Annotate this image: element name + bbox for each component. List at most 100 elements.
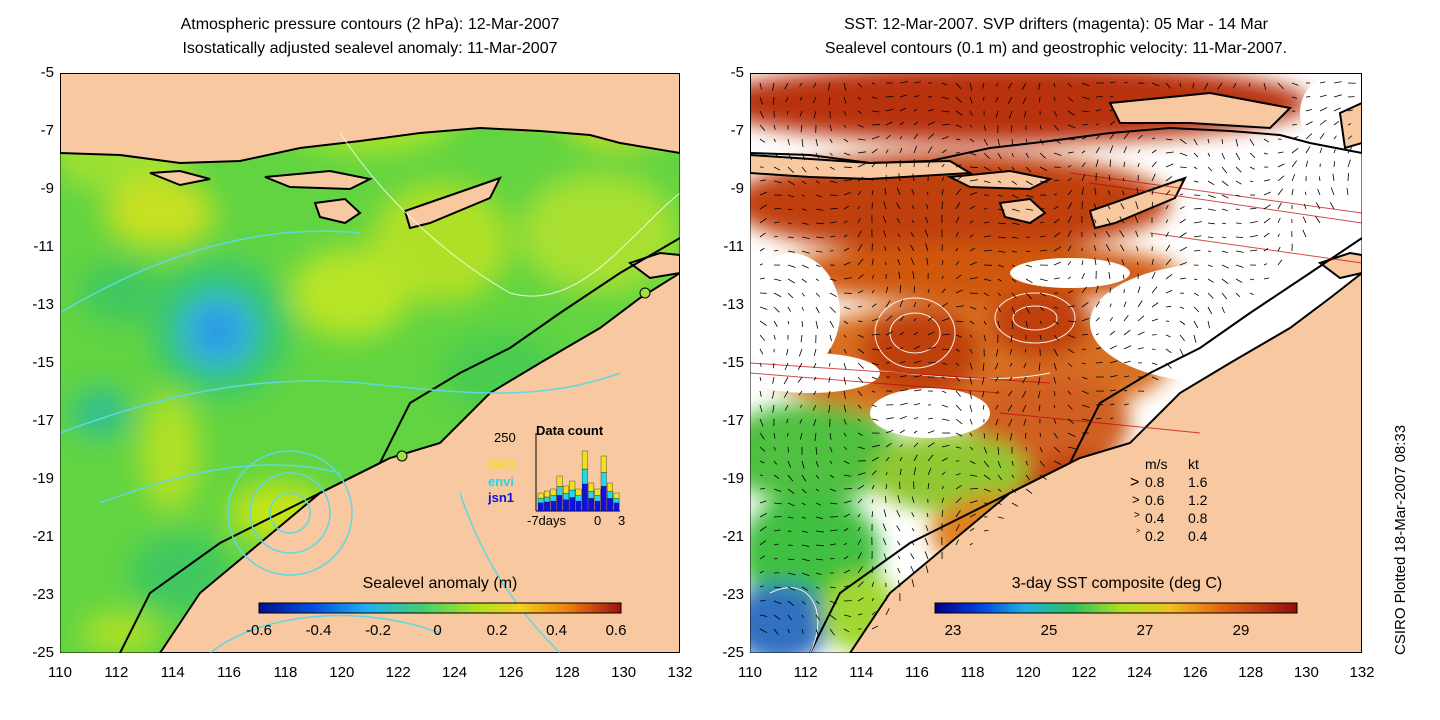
velocity-key-ms-2: 0.4 [1145,510,1165,526]
velocity-key-arrow-icon: > [1136,528,1141,535]
left-ytick-5: -15 [32,354,54,371]
pressure-contours [60,230,621,653]
velocity-key-header-ms: m/s [1145,456,1168,472]
right-ytick-0: -5 [730,64,744,81]
right-xtick-3: 116 [904,664,929,681]
left-cb-tick-1: -0.4 [305,622,332,639]
left-ytick-1: -7 [40,122,54,139]
right-cb-tick-1: 25 [1040,622,1058,639]
right-ytick-10: -25 [722,644,744,661]
right-xtick-2: 114 [849,664,874,681]
left-cb-tick-2: -0.2 [365,622,391,639]
left-cb-tick-4: 0.2 [486,622,508,639]
left-panel-title-line1: Atmospheric pressure contours (2 hPa): 1… [180,16,560,33]
java-bali-landmass [60,73,680,165]
left-cb-tick-6: 0.6 [605,622,627,639]
java-landmass [750,153,974,181]
velocity-key-kt-3: 0.4 [1188,528,1208,544]
right-panel-title-line2: Sealevel contours (0.1 m) and geostrophi… [824,40,1288,57]
right-ytick-2: -9 [730,180,744,197]
right-panel-title-line1: SST: 12-Mar-2007. SVP drifters (magenta)… [844,16,1268,33]
left-xtick-9: 128 [554,664,580,681]
right-colorbar-label: 3-day SST composite (deg C) [1011,575,1223,592]
inset-legend-gfo: GFO [488,457,517,472]
left-cb-tick-0: -0.6 [246,622,272,639]
left-xtick-1: 112 [104,664,129,681]
right-xtick-0: 110 [738,664,762,681]
inset-xlabel-end: 3 [618,513,626,528]
inset-xlabel-start: -7days [527,513,567,528]
sst-map [750,73,1362,653]
right-cb-tick-2: 27 [1136,622,1154,639]
right-cb-tick-0: 23 [944,622,962,639]
right-xtick-11: 132 [1349,664,1375,681]
left-xtick-8: 126 [498,664,524,681]
velocity-key-ms-0: 0.8 [1145,474,1165,490]
inset-xlabel-zero: 0 [594,513,602,528]
velocity-key-ms-3: 0.2 [1145,528,1165,544]
right-ytick-5: -15 [722,354,744,371]
left-ytick-2: -9 [40,180,54,197]
right-ytick-4: -13 [722,296,744,313]
right-xtick-8: 126 [1182,664,1208,681]
inset-ymax-label: 250 [494,430,516,445]
right-xtick-7: 124 [1126,664,1152,681]
left-ytick-10: -25 [32,644,54,661]
left-ytick-7: -19 [32,470,54,487]
left-panel-title-line2: Isostatically adjusted sealevel anomaly:… [182,40,558,57]
geostrophic-velocity-arrows [759,81,1356,637]
timor-island [403,176,502,230]
velocity-key-arrow-icon: > [1132,492,1140,507]
left-xtick-5: 120 [329,664,355,681]
right-ytick-9: -23 [722,586,744,603]
right-ytick-8: -21 [722,528,744,545]
cloud-gaps [750,73,1362,438]
velocity-key-kt-1: 1.2 [1188,492,1208,508]
left-xtick-0: 110 [48,664,72,681]
data-count-inset [535,433,620,512]
left-colorbar-label: Sealevel anomaly (m) [362,575,518,592]
right-cb-tick-3: 29 [1232,622,1250,639]
left-xtick-10: 130 [611,664,637,681]
australia-landmass [158,271,680,653]
right-ytick-1: -7 [730,122,744,139]
plotted-text: CSIRO Plotted 18-Mar-2007 08:33 [1392,424,1409,655]
inset-legend-envi: envi [488,474,515,489]
right-xtick-1: 112 [793,664,818,681]
right-ytick-3: -11 [723,238,744,255]
velocity-key-arrow-icon: > [1130,474,1140,491]
left-cb-tick-5: 0.4 [546,622,567,639]
right-xtick-6: 122 [1071,664,1097,681]
left-ytick-8: -21 [32,528,54,545]
left-colorbar [258,602,622,614]
right-ytick-7: -19 [722,470,744,487]
velocity-key-header-kt: kt [1188,456,1199,472]
right-ytick-6: -17 [722,412,744,429]
left-xtick-4: 118 [273,664,298,681]
left-xtick-7: 124 [442,664,468,681]
right-xtick-9: 128 [1238,664,1264,681]
right-xtick-10: 130 [1293,664,1319,681]
left-xtick-11: 132 [667,664,693,681]
left-ytick-6: -17 [32,412,54,429]
left-cb-tick-3: 0 [433,622,442,639]
right-xtick-5: 120 [1015,664,1041,681]
inset-legend-jsn1: jsn1 [488,490,515,505]
left-ytick-4: -13 [32,296,54,313]
left-ytick-0: -5 [40,64,54,81]
right-colorbar [934,602,1298,614]
left-xtick-3: 116 [217,664,242,681]
velocity-key-kt-2: 0.8 [1188,510,1208,526]
plotted-stamp: CSIRO Plotted 18-Mar-2007 08:33 [1392,0,1412,720]
velocity-key-ms-1: 0.6 [1145,492,1165,508]
inset-title: Data count [536,423,604,438]
left-ytick-9: -23 [32,586,54,603]
sealevel-anomaly-map [60,73,680,653]
australia-landmass-sst [848,271,1362,653]
right-xtick-4: 118 [960,664,985,681]
velocity-key-arrow-icon: > [1134,510,1140,521]
left-xtick-6: 122 [385,664,411,681]
left-ytick-3: -11 [33,238,54,255]
left-xtick-2: 114 [160,664,185,681]
velocity-key-kt-0: 1.6 [1188,474,1208,490]
